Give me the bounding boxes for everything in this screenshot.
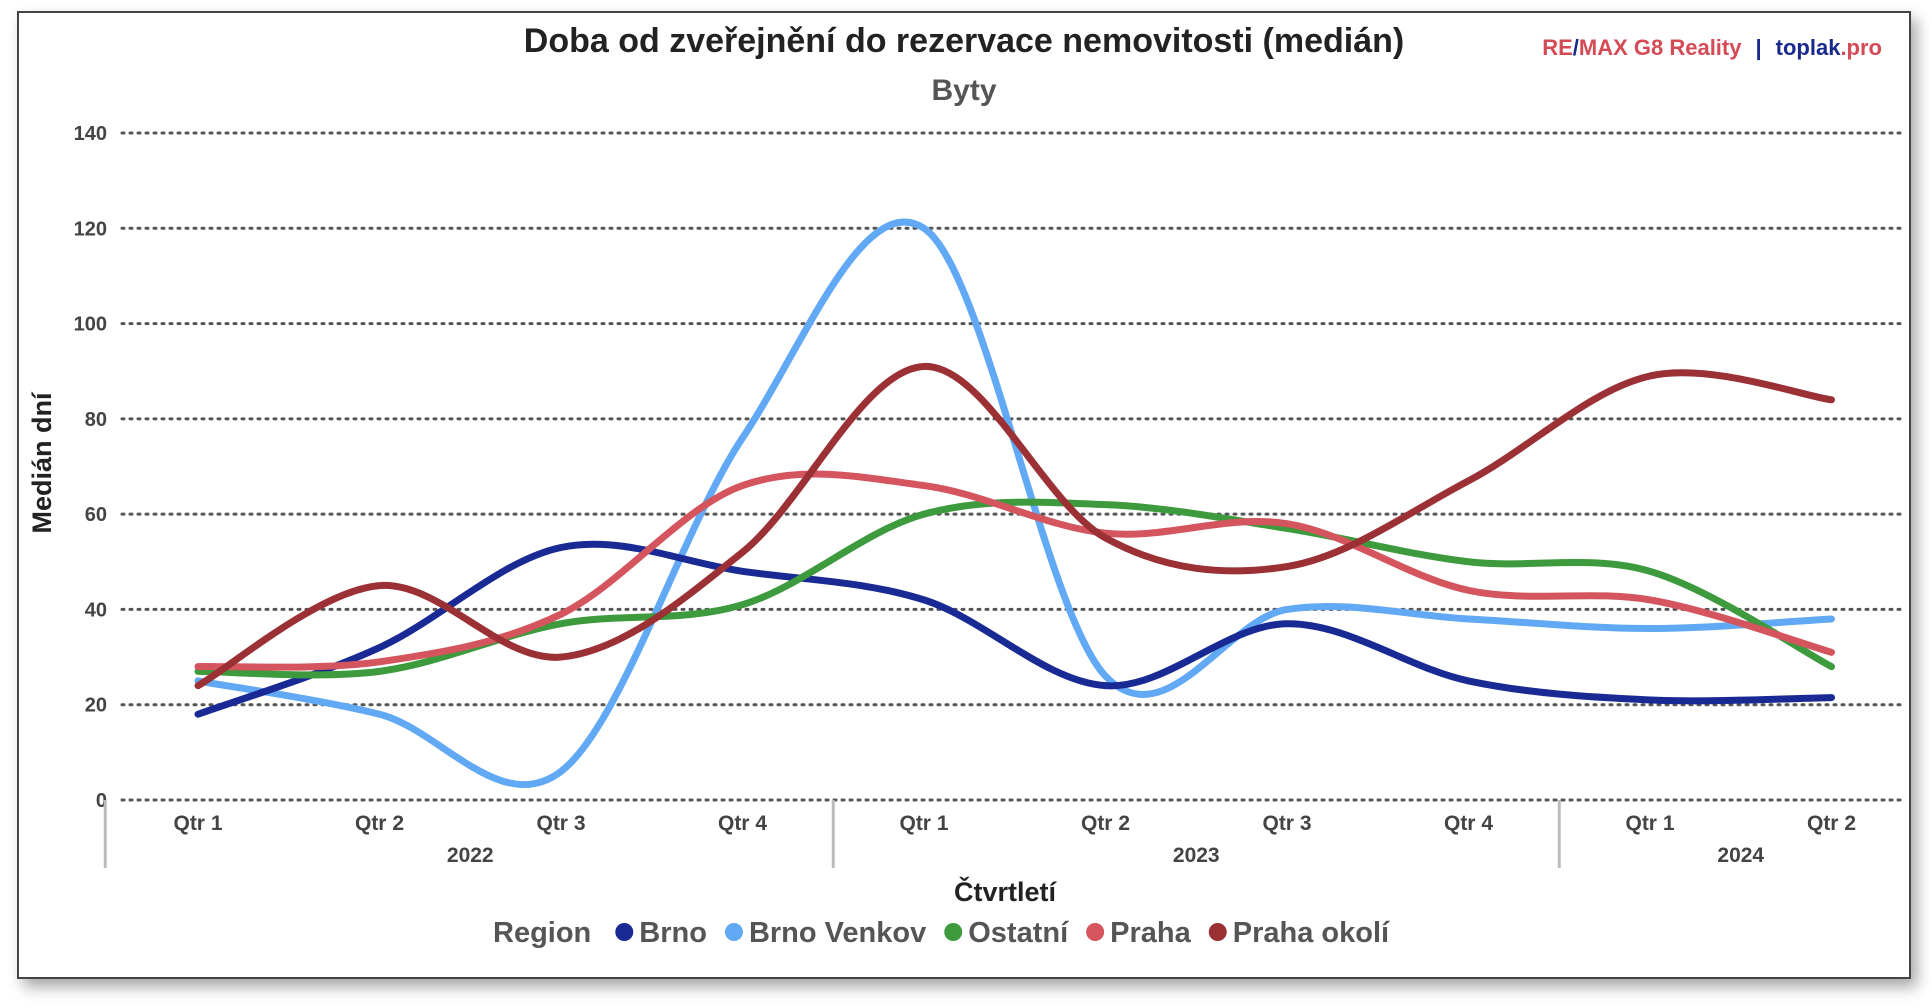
brand-toplak-tld: .pro [1840, 35, 1882, 60]
y-axis-label: Medián dní [27, 391, 57, 533]
y-tick-label: 80 [85, 409, 107, 431]
y-tick-label: 0 [96, 790, 107, 812]
year-label: 2024 [1717, 844, 1764, 867]
y-tick-labels: 0 20 40 60 80 100 120 140 [74, 123, 107, 812]
series-line-brno-venkov [194, 218, 1835, 789]
x-tick-label: Qtr 2 [1807, 812, 1856, 835]
legend-marker [615, 923, 634, 941]
x-tick-label: Qtr 3 [1262, 812, 1311, 835]
legend-item-label: Brno Venkov [749, 917, 926, 949]
y-tick-label: 20 [85, 695, 107, 717]
series-line-praha [194, 470, 1835, 671]
series-line-brno [194, 540, 1835, 718]
y-tick-label: 60 [85, 504, 107, 526]
chart-title: Doba od zveřejnění do rezervace nemovito… [524, 22, 1404, 60]
brand-separator: | [1755, 35, 1761, 60]
brand-remax-rest: MAX G8 Reality [1579, 35, 1742, 60]
series-lines [194, 218, 1835, 789]
y-tick-label: 120 [74, 218, 107, 240]
legend-marker [1208, 923, 1227, 941]
legend-title: Region [493, 917, 591, 949]
x-tick-label: Qtr 2 [355, 812, 404, 835]
legend-marker [944, 923, 963, 941]
brand-remax-re: RE [1542, 35, 1573, 60]
legend-item-label: Praha okolí [1233, 917, 1390, 949]
x-tick-label: Qtr 2 [1081, 812, 1130, 835]
x-tick-label: Qtr 1 [173, 812, 222, 835]
legend-item-label: Ostatní [968, 917, 1069, 949]
x-tick-label: Qtr 4 [1444, 812, 1493, 835]
x-tick-label: Qtr 1 [899, 812, 948, 835]
y-tick-label: 100 [74, 314, 107, 336]
x-tick-label: Qtr 3 [536, 812, 585, 835]
legend-item-label: Brno [639, 917, 707, 949]
brand-remax-slash: / [1573, 35, 1579, 60]
gridlines [120, 131, 1904, 802]
brand-credit: RE/MAX G8 Reality | toplak.pro [1542, 35, 1882, 60]
year-label: 2022 [447, 844, 494, 867]
legend-item-label: Praha [1110, 917, 1191, 949]
legend-marker [724, 923, 743, 941]
series-line-praha-okoli [194, 362, 1835, 690]
x-axis-label: Čtvrtletí [954, 876, 1058, 907]
y-tick-label: 140 [74, 123, 107, 145]
brand-toplak: toplak [1776, 35, 1842, 60]
x-axis: Qtr 1 Qtr 2 Qtr 3 Qtr 4 Qtr 1 Qtr 2 Qtr 3 Qtr 4… [103, 800, 1856, 868]
legend-marker [1086, 923, 1105, 941]
year-label: 2023 [1173, 844, 1220, 867]
legend: Region Brno Brno Venkov Ostatní Praha Praha o… [493, 917, 1390, 949]
x-tick-label: Qtr 1 [1625, 812, 1674, 835]
y-tick-label: 40 [85, 599, 107, 621]
x-tick-label: Qtr 4 [718, 812, 767, 835]
chart-subtitle: Byty [931, 74, 996, 107]
